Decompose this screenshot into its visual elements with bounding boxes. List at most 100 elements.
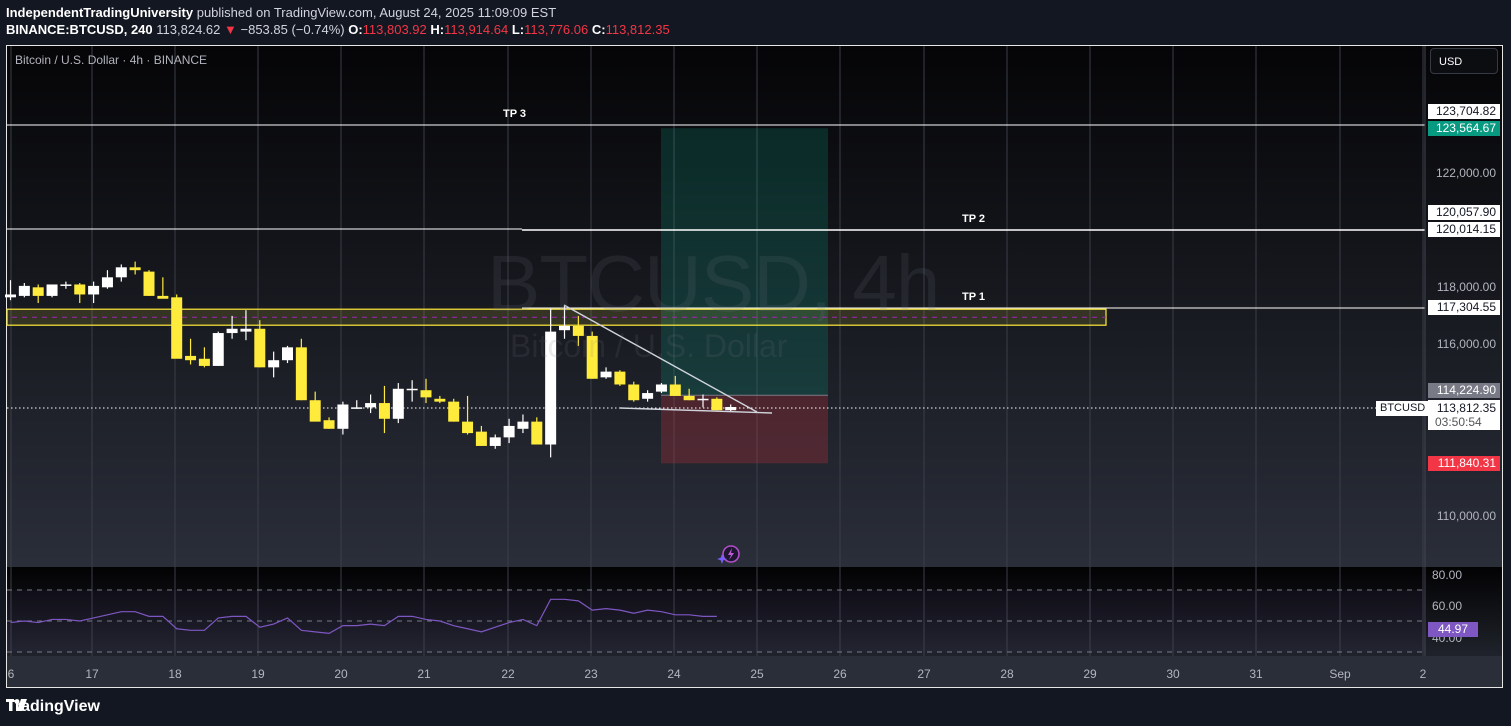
time-tick: 21 <box>417 667 431 681</box>
long-position-target-zone[interactable] <box>661 128 828 396</box>
symbol-price-tag: BTCUSD <box>1376 401 1430 416</box>
time-tick: 20 <box>334 667 348 681</box>
candle <box>559 305 570 339</box>
price-label: 120,014.15 <box>1428 222 1500 237</box>
open-label: O: <box>348 22 363 37</box>
time-tick: 23 <box>584 667 598 681</box>
time-tick: 29 <box>1083 667 1097 681</box>
price-label: 114,224.90 <box>1428 383 1500 398</box>
candle <box>337 401 349 435</box>
open-value: 113,803.92 <box>362 22 427 37</box>
time-tick: Sep <box>1329 667 1351 681</box>
candle <box>171 294 183 359</box>
candle <box>129 261 141 275</box>
down-arrow-icon: ▼ <box>224 22 237 37</box>
candle <box>392 383 404 424</box>
candle <box>378 385 390 434</box>
candle <box>282 345 293 364</box>
candle <box>5 280 16 301</box>
price-change: −853.85 (−0.74%) <box>240 22 345 37</box>
publisher-name[interactable]: IndependentTradingUniversity <box>6 5 194 20</box>
candle <box>185 338 197 365</box>
tradingview-logo-icon <box>6 699 27 711</box>
price-tick: 116,000.00 <box>1436 337 1496 351</box>
publish-info: published on TradingView.com, August 24,… <box>196 5 557 20</box>
candle <box>711 397 723 411</box>
candle <box>406 380 418 402</box>
candle <box>32 284 44 304</box>
time-tick: 25 <box>750 667 764 681</box>
time-tick: 22 <box>501 667 515 681</box>
candle <box>600 367 612 379</box>
descending-trendline[interactable] <box>563 304 758 413</box>
price-label: 120,057.90 <box>1428 205 1500 220</box>
price-label: 111,840.31 <box>1428 456 1500 471</box>
candle <box>295 338 307 401</box>
time-tick: 31 <box>1249 667 1263 681</box>
candle <box>226 315 238 339</box>
time-tick: 2 <box>1419 667 1427 681</box>
candle <box>60 281 72 289</box>
rsi-tick: 80.00 <box>1432 568 1463 582</box>
candle <box>545 308 557 458</box>
high-label: H: <box>430 22 445 37</box>
candle <box>101 270 113 289</box>
candle <box>683 388 695 401</box>
time-tick: 27 <box>917 667 931 681</box>
tp3-label[interactable]: TP 3 <box>503 108 527 120</box>
chart-frame <box>6 45 1503 688</box>
time-tick: 30 <box>1166 667 1180 681</box>
rsi-line <box>10 598 717 635</box>
candle <box>448 398 460 422</box>
bar-countdown: 03:50:54 <box>1435 415 1482 429</box>
candle <box>88 281 100 304</box>
tp1-label[interactable]: TP 1 <box>962 291 986 303</box>
candle <box>198 347 210 368</box>
candle <box>586 331 598 379</box>
candle <box>531 417 543 445</box>
last-price: 113,824.62 <box>156 22 221 37</box>
symbol-watermark: BTCUSD, 4h <box>487 239 940 328</box>
price-tick: 122,000.00 <box>1435 166 1496 180</box>
ai-assistant-button[interactable] <box>716 544 742 566</box>
candle <box>462 395 474 435</box>
lightning-sparkle-icon <box>717 545 740 564</box>
support-trendline[interactable] <box>619 407 773 414</box>
candle <box>489 434 501 449</box>
currency-button[interactable]: USD <box>1430 48 1498 74</box>
candle <box>572 315 584 346</box>
publish-header: IndependentTradingUniversity published o… <box>6 4 670 38</box>
candle <box>351 400 363 409</box>
candle <box>157 277 169 299</box>
time-tick: 6 <box>7 667 15 681</box>
candle <box>240 310 252 341</box>
current-price-label: 113,812.35 03:50:54 <box>1428 400 1500 430</box>
low-label: L: <box>511 22 525 37</box>
high-value: 113,914.64 <box>444 22 509 37</box>
candle <box>475 425 487 446</box>
candle <box>420 378 432 404</box>
candle <box>254 320 266 368</box>
candle <box>46 284 58 298</box>
candle <box>18 283 30 298</box>
candle <box>143 270 155 296</box>
candle <box>725 404 737 412</box>
rsi-tick: 60.00 <box>1432 599 1463 613</box>
price-tick: 110,000.00 <box>1436 509 1496 523</box>
close-value: 113,812.35 <box>605 22 670 37</box>
symbol-watermark-sub: Bitcoin / U.S. Dollar <box>510 328 788 364</box>
long-position-stop-zone[interactable] <box>661 395 828 464</box>
candle <box>517 414 529 434</box>
time-tick: 26 <box>833 667 847 681</box>
chart-legend-title[interactable]: Bitcoin / U.S. Dollar · 4h · BINANCE <box>15 53 208 67</box>
candle <box>434 395 446 404</box>
current-price: 113,812.35 <box>1436 401 1496 415</box>
time-tick: 24 <box>667 667 681 681</box>
close-label: C: <box>591 22 606 37</box>
tradingview-logo[interactable]: TradingView <box>6 698 100 716</box>
candle <box>212 331 224 366</box>
time-tick: 17 <box>85 667 99 681</box>
tp2-label[interactable]: TP 2 <box>962 213 986 225</box>
candle <box>503 418 515 444</box>
